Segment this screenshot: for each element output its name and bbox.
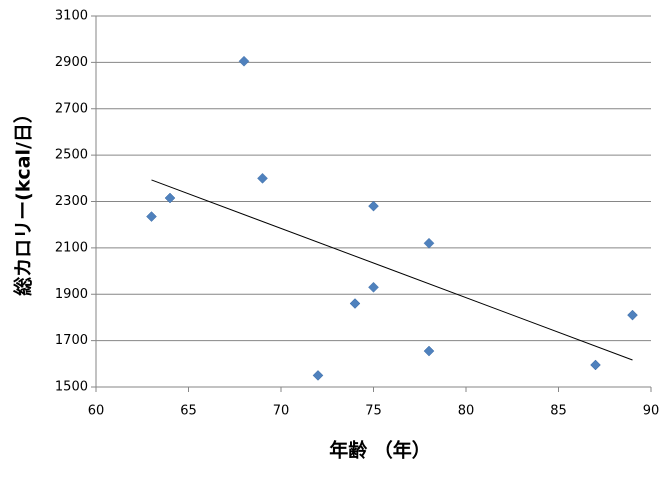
x-axis-title: 年齢 （年）	[329, 439, 431, 462]
point	[368, 281, 379, 293]
y-tick-label: 2700	[55, 101, 88, 116]
point	[627, 309, 638, 321]
point	[423, 345, 435, 357]
trendline	[151, 179, 633, 361]
y-tick-label: 1500	[55, 380, 88, 395]
x-tick-label: 90	[643, 404, 660, 419]
point	[146, 211, 157, 222]
point	[238, 55, 250, 67]
x-tick-label: 65	[180, 404, 197, 419]
y-axis-title: 総カロリー(kcal/日）	[12, 104, 35, 296]
point	[257, 172, 268, 184]
point	[368, 200, 379, 212]
point	[312, 370, 324, 381]
y-tick-label: 2300	[55, 194, 88, 209]
point	[590, 359, 601, 371]
x-tick-label: 60	[88, 404, 105, 419]
y-tick-label: 1700	[55, 333, 88, 348]
y-tick-label: 2100	[55, 240, 88, 255]
x-tick-label: 70	[273, 404, 290, 419]
x-tick-label: 85	[550, 404, 567, 419]
x-tick-label: 80	[458, 404, 475, 419]
y-tick-label: 2900	[55, 55, 88, 70]
y-tick-label: 3100	[55, 9, 88, 24]
y-tick-label: 1900	[55, 287, 88, 302]
point	[349, 298, 361, 309]
point	[423, 237, 435, 249]
point	[164, 192, 176, 204]
x-tick-label: 75	[365, 404, 382, 419]
y-tick-label: 2500	[55, 148, 88, 163]
